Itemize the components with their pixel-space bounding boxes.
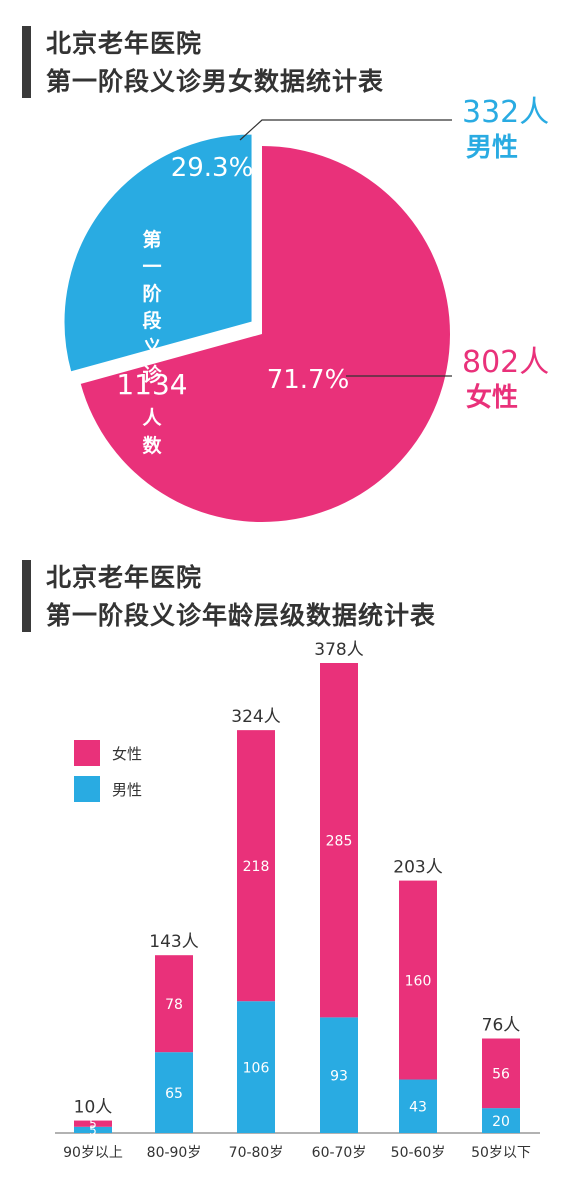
x-tick-label: 60-70岁 [312,1145,367,1161]
bar-segment-male [320,1017,358,1133]
pie-percent-male: 29.3% [171,153,254,183]
bar-total-label: 10人 [74,1098,113,1118]
pie-total-char: 阶 [142,282,162,305]
pie-total-char: 数 [142,434,162,457]
legend-label-male: 男性 [112,781,142,799]
pie-total-char: 第 [142,228,161,251]
stacked-bar-chart: 5510人90岁以上6578143人80-90岁106218324人70-80岁… [55,640,540,1161]
pie-slice-female [80,146,450,522]
x-tick-label: 90岁以上 [63,1145,123,1161]
bar-segment-female [74,1120,112,1127]
pie-count-female: 802人 [462,345,549,380]
bar-value-male: 93 [330,1069,348,1085]
x-tick-label: 50岁以下 [471,1145,531,1161]
bar-value-male: 65 [165,1086,183,1102]
pie-slice-male [63,133,253,373]
bar-total-label: 324人 [231,707,280,727]
bar-segment-female [320,663,358,1018]
legend-swatch-male [74,776,100,802]
bar-value-female: 5 [89,1117,97,1131]
bar-total-label: 203人 [393,858,442,878]
pie-leader-line-male [239,119,452,141]
pie-category-female: 女性 [466,382,518,413]
bar-value-male: 106 [243,1060,270,1076]
pie-total-char: 诊 [142,363,162,386]
bar-total-label: 378人 [314,640,363,660]
title-line-2: 第一阶段义诊年龄层级数据统计表 [46,601,437,630]
title-line-1: 北京老年医院 [46,29,203,58]
title-accent-bar [22,26,31,98]
pie-total-number: 1134 [116,368,187,401]
legend-label-female: 女性 [112,745,142,763]
bar-segment-male [155,1052,193,1133]
title-line-2: 第一阶段义诊男女数据统计表 [46,67,385,96]
bar-total-label: 76人 [482,1016,521,1036]
x-tick-label: 80-90岁 [147,1145,202,1161]
pie-category-male: 男性 [466,133,518,163]
bar-segment-female [399,880,437,1080]
bar-segment-female [482,1038,520,1109]
pie-count-male: 332人 [462,95,549,130]
bar-total-label: 143人 [149,932,198,952]
bar-segment-male [237,1001,275,1133]
x-tick-label: 50-60岁 [391,1145,446,1161]
bar-value-male: 20 [492,1114,510,1130]
pie-percent-female: 71.7% [267,365,350,395]
pie-total-char: 义 [142,337,161,359]
bar-value-male: 5 [89,1123,97,1137]
pie-total-char: 段 [142,309,162,332]
bar-segment-male [74,1126,112,1133]
bar-value-female: 56 [492,1067,510,1083]
pie-total-char: 一 [142,256,161,278]
bar-value-female: 285 [326,834,353,850]
pie-total-char: 人 [142,407,162,429]
bar-value-male: 43 [409,1100,427,1116]
x-tick-label: 70-80岁 [229,1145,284,1161]
bar-value-female: 160 [405,973,432,989]
bar-value-female: 78 [165,997,183,1013]
title-accent-bar [22,560,31,632]
bar-segment-male [399,1079,437,1133]
bar-segment-female [237,730,275,1002]
title-line-1: 北京老年医院 [46,563,203,592]
bar-segment-female [155,955,193,1053]
bar-segment-male [482,1108,520,1133]
legend-swatch-female [74,740,100,766]
bar-value-female: 218 [243,859,270,875]
